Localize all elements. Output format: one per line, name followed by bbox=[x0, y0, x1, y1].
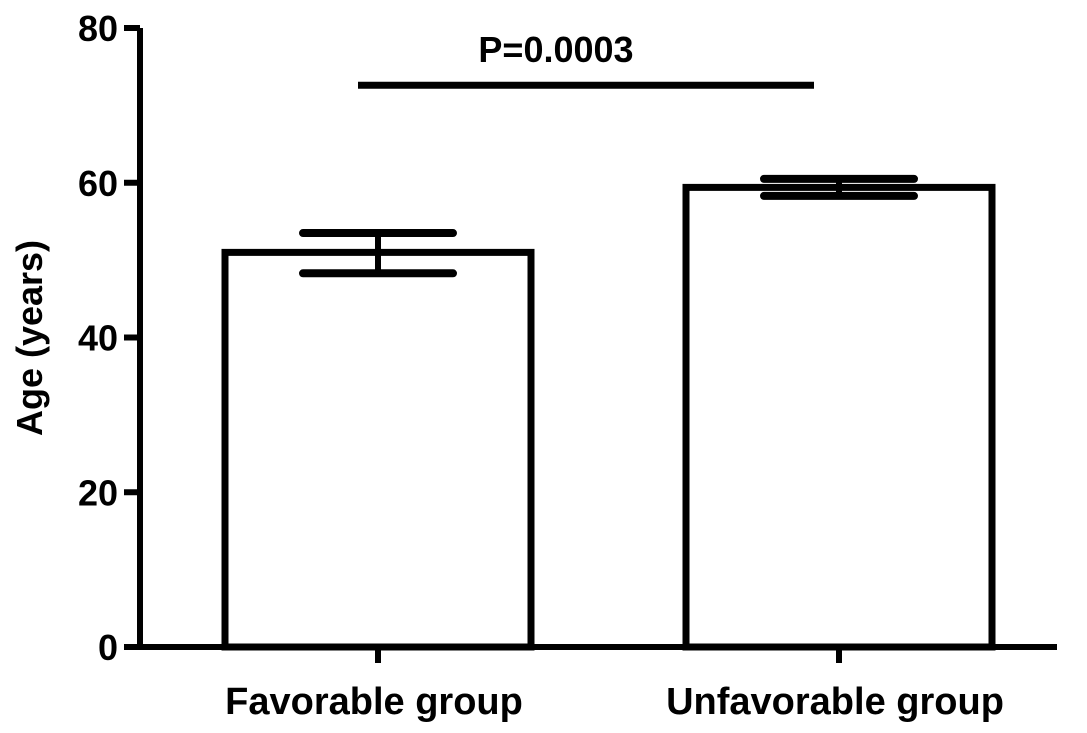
y-tick-label: 0 bbox=[98, 627, 118, 668]
y-tick-label: 80 bbox=[78, 8, 118, 49]
y-axis-label: Age (years) bbox=[9, 240, 50, 436]
y-tick-label: 40 bbox=[78, 318, 118, 359]
y-tick-label: 20 bbox=[78, 472, 118, 513]
x-tick-label: Favorable group bbox=[225, 681, 523, 723]
bar bbox=[221, 248, 535, 651]
p-value-label: P=0.0003 bbox=[478, 29, 633, 70]
bar bbox=[682, 183, 996, 651]
x-tick-label: Unfavorable group bbox=[666, 681, 1004, 723]
y-tick-label: 60 bbox=[78, 163, 118, 204]
